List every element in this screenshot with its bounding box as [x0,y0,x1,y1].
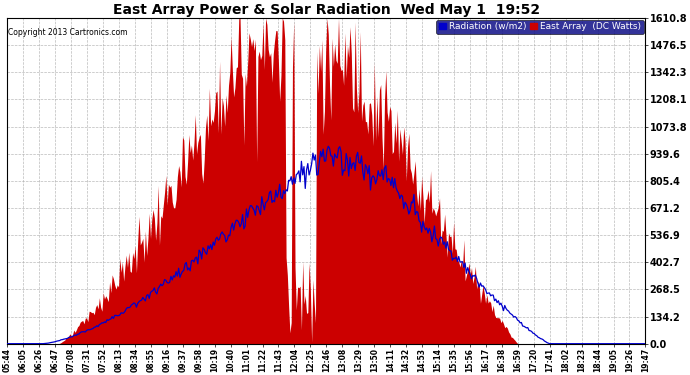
Legend: Radiation (w/m2), East Array  (DC Watts): Radiation (w/m2), East Array (DC Watts) [436,20,644,34]
Title: East Array Power & Solar Radiation  Wed May 1  19:52: East Array Power & Solar Radiation Wed M… [112,3,540,17]
Text: Copyright 2013 Cartronics.com: Copyright 2013 Cartronics.com [8,28,128,37]
